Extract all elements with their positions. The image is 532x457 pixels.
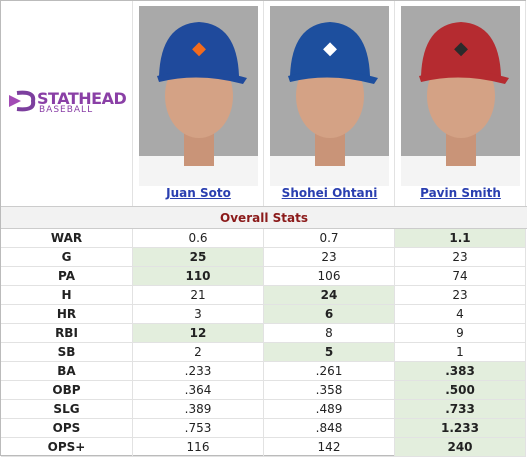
stat-value: 25 <box>133 248 264 267</box>
stat-label: WAR <box>1 229 133 248</box>
stat-value: 74 <box>395 267 526 286</box>
player-photo: ◆ <box>270 6 389 186</box>
stat-value: 4 <box>395 305 526 324</box>
stat-value: .733 <box>395 400 526 419</box>
stat-value: 106 <box>264 267 395 286</box>
stat-value: .233 <box>133 362 264 381</box>
stat-label: G <box>1 248 133 267</box>
stat-value: .389 <box>133 400 264 419</box>
stat-label: PA <box>1 267 133 286</box>
stat-value: 23 <box>395 286 526 305</box>
stat-value: .383 <box>395 362 526 381</box>
stat-value: 9 <box>395 324 526 343</box>
stat-value: 6 <box>264 305 395 324</box>
logo-icon <box>9 90 36 112</box>
stat-value: 110 <box>133 267 264 286</box>
stat-value: 23 <box>395 248 526 267</box>
player-header <box>133 1 264 206</box>
svg-text:◆: ◆ <box>454 38 468 59</box>
stat-label: SB <box>1 343 133 362</box>
stat-value: 142 <box>264 438 395 457</box>
stat-value: 8 <box>264 324 395 343</box>
stat-value: 1.1 <box>395 229 526 248</box>
stat-value: 24 <box>264 286 395 305</box>
player-name-link[interactable]: Shohei Ohtani <box>281 186 378 200</box>
stat-label: H <box>1 286 133 305</box>
section-title: Overall Stats <box>1 206 527 229</box>
photo-art: ◆ <box>401 22 520 186</box>
stat-value: 0.7 <box>264 229 395 248</box>
stat-value: .753 <box>133 419 264 438</box>
player-header <box>395 1 526 206</box>
stat-value: 2 <box>133 343 264 362</box>
logo-cell: STATHEAD BASEBALL <box>1 1 133 206</box>
stat-value: 240 <box>395 438 526 457</box>
stat-label: OBP <box>1 381 133 400</box>
stat-value: .489 <box>264 400 395 419</box>
stat-value: 0.6 <box>133 229 264 248</box>
logo-brand: STATHEAD <box>37 89 127 108</box>
stat-value: .364 <box>133 381 264 400</box>
player-header <box>264 1 395 206</box>
player-name-link[interactable]: Juan Soto <box>166 186 231 200</box>
player-photo: ◆ <box>401 6 520 186</box>
stat-value: 116 <box>133 438 264 457</box>
stat-label: SLG <box>1 400 133 419</box>
stat-value: .358 <box>264 381 395 400</box>
stat-label: HR <box>1 305 133 324</box>
logo-sub: BASEBALL <box>39 105 94 115</box>
stat-label: RBI <box>1 324 133 343</box>
stat-value: 23 <box>264 248 395 267</box>
player-photo: ◆ <box>139 6 258 186</box>
stat-value: 21 <box>133 286 264 305</box>
stat-value: 1 <box>395 343 526 362</box>
stat-label: OPS+ <box>1 438 133 457</box>
svg-text:◆: ◆ <box>192 38 206 59</box>
stat-label: BA <box>1 362 133 381</box>
stat-value: 1.233 <box>395 419 526 438</box>
stat-value: .500 <box>395 381 526 400</box>
stat-label: OPS <box>1 419 133 438</box>
stat-value: 12 <box>133 324 264 343</box>
stat-value: .261 <box>264 362 395 381</box>
photo-art: ◆ <box>270 22 389 186</box>
stat-value: 3 <box>133 305 264 324</box>
svg-text:◆: ◆ <box>323 38 337 59</box>
stat-value: 5 <box>264 343 395 362</box>
stat-value: .848 <box>264 419 395 438</box>
photo-art: ◆ <box>139 22 258 186</box>
player-name-link[interactable]: Pavin Smith <box>420 186 501 200</box>
